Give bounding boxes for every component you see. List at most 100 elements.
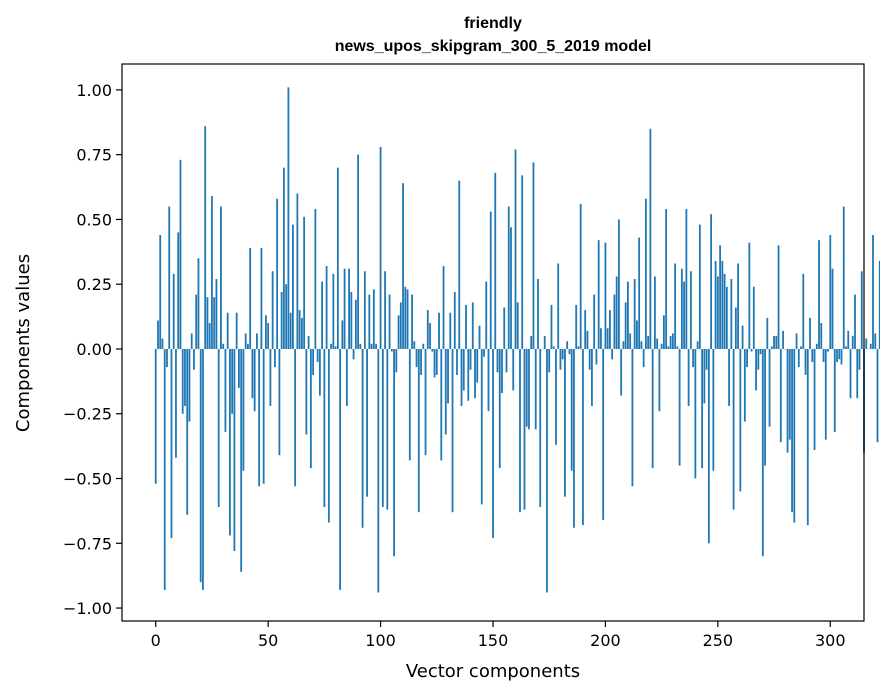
bar-271 xyxy=(764,348,766,466)
bar-83 xyxy=(341,320,344,349)
bar-32 xyxy=(226,312,229,349)
bar-228 xyxy=(667,346,670,349)
bar-103 xyxy=(386,348,389,510)
bar-123 xyxy=(431,348,434,352)
bar-140 xyxy=(469,348,472,370)
bar-249 xyxy=(714,260,717,349)
bar-303 xyxy=(836,348,838,362)
bar-41 xyxy=(247,343,249,349)
bar-194 xyxy=(591,348,593,406)
bar-54 xyxy=(276,198,279,349)
bar-75 xyxy=(323,348,326,508)
bar-212 xyxy=(631,348,634,487)
bar-115 xyxy=(413,341,416,349)
bar-300 xyxy=(829,234,832,349)
bar-7 xyxy=(170,348,173,539)
bar-94 xyxy=(366,348,368,497)
bar-67 xyxy=(305,348,308,435)
bar-113 xyxy=(408,348,411,461)
bar-90 xyxy=(357,154,359,349)
bar-213 xyxy=(633,279,636,349)
chart-subtitle: news_upos_skipgram_300_5_2019 model xyxy=(335,38,652,55)
bar-223 xyxy=(656,338,659,349)
bar-44 xyxy=(253,348,256,412)
x-tick-label: 200 xyxy=(590,631,621,650)
bar-132 xyxy=(451,348,454,513)
bar-154 xyxy=(501,348,503,394)
bar-276 xyxy=(775,336,778,349)
bar-226 xyxy=(662,315,665,349)
bar-78 xyxy=(330,343,333,349)
bar-205 xyxy=(615,276,618,349)
bar-288 xyxy=(802,273,805,349)
bar-269 xyxy=(759,348,762,355)
bar-171 xyxy=(539,348,542,508)
bar-209 xyxy=(624,302,627,349)
bar-series xyxy=(154,87,880,593)
bar-45 xyxy=(256,333,258,349)
bar-80 xyxy=(334,346,337,349)
bar-262 xyxy=(743,348,746,422)
bar-117 xyxy=(417,348,420,513)
bar-299 xyxy=(827,348,829,352)
bar-136 xyxy=(460,348,463,406)
bar-89 xyxy=(354,299,357,349)
bar-85 xyxy=(345,348,348,406)
x-tick-label: 150 xyxy=(478,631,509,650)
bar-86 xyxy=(348,268,350,349)
bar-236 xyxy=(685,209,688,349)
bar-175 xyxy=(548,348,551,373)
bar-221 xyxy=(651,348,654,469)
bar-182 xyxy=(564,348,566,497)
bar-260 xyxy=(739,348,742,492)
bar-214 xyxy=(636,320,638,349)
bar-178 xyxy=(555,348,557,445)
bar-253 xyxy=(723,273,726,349)
bar-61 xyxy=(291,224,294,349)
bar-6 xyxy=(168,206,171,349)
bar-76 xyxy=(325,266,328,349)
bar-179 xyxy=(557,263,560,349)
bar-250 xyxy=(716,276,719,349)
bar-308 xyxy=(847,330,850,349)
bar-184 xyxy=(568,348,571,355)
bar-165 xyxy=(525,348,528,427)
bar-164 xyxy=(523,348,526,510)
bar-185 xyxy=(570,348,573,471)
bar-15 xyxy=(188,348,191,422)
bar-216 xyxy=(640,341,643,349)
bar-116 xyxy=(415,348,418,368)
bar-233 xyxy=(678,348,681,466)
y-tick-label: −1.00 xyxy=(63,599,112,618)
bar-238 xyxy=(689,271,692,349)
bar-92 xyxy=(361,348,364,528)
bar-237 xyxy=(687,348,690,406)
bar-141 xyxy=(471,302,474,349)
bar-254 xyxy=(725,286,728,349)
bar-158 xyxy=(510,227,512,349)
bar-150 xyxy=(492,348,494,539)
bar-256 xyxy=(730,279,733,349)
bar-60 xyxy=(289,312,292,349)
bar-82 xyxy=(339,348,341,590)
bar-8 xyxy=(172,273,175,349)
bar-69 xyxy=(309,348,312,469)
bar-25 xyxy=(211,196,213,349)
bar-72 xyxy=(316,348,319,362)
bar-156 xyxy=(505,348,508,373)
bar-163 xyxy=(521,175,524,349)
bar-48 xyxy=(262,348,265,484)
bar-220 xyxy=(649,128,652,349)
bar-242 xyxy=(698,224,701,349)
bar-104 xyxy=(388,294,391,349)
bar-307 xyxy=(845,346,847,349)
bar-190 xyxy=(582,348,584,526)
x-tick-label: 50 xyxy=(258,631,278,650)
bar-246 xyxy=(707,348,710,544)
bar-95 xyxy=(368,294,371,349)
bar-251 xyxy=(719,245,721,349)
bar-168 xyxy=(532,162,535,349)
bar-255 xyxy=(728,348,730,406)
bar-320 xyxy=(874,333,877,349)
bar-204 xyxy=(613,294,616,349)
